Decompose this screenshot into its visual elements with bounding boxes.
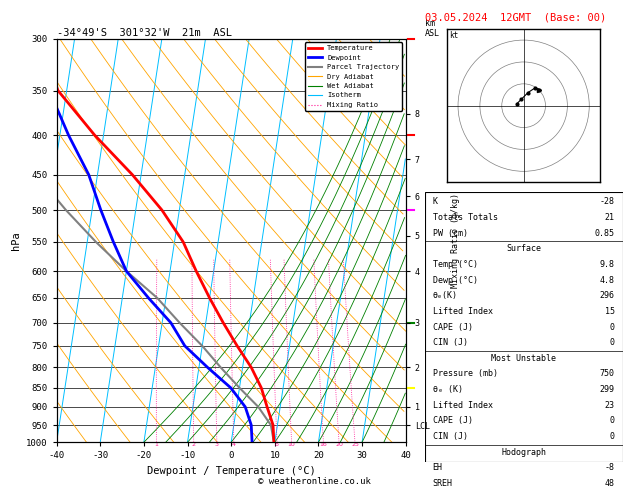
Text: 3: 3 [215, 442, 219, 447]
Text: Lifted Index: Lifted Index [433, 307, 493, 316]
Text: -8: -8 [605, 463, 615, 472]
Text: CAPE (J): CAPE (J) [433, 417, 472, 425]
Text: 750: 750 [600, 369, 615, 379]
Text: 8: 8 [275, 442, 279, 447]
Text: CIN (J): CIN (J) [433, 338, 467, 347]
Text: km
ASL: km ASL [425, 18, 440, 38]
Text: 03.05.2024  12GMT  (Base: 00): 03.05.2024 12GMT (Base: 00) [425, 12, 606, 22]
Text: 10: 10 [287, 442, 296, 447]
Text: K: K [433, 197, 438, 207]
Text: 0.85: 0.85 [595, 228, 615, 238]
Text: 0: 0 [610, 338, 615, 347]
X-axis label: Dewpoint / Temperature (°C): Dewpoint / Temperature (°C) [147, 466, 316, 476]
Text: Dewp (°C): Dewp (°C) [433, 276, 477, 285]
Text: Hodograph: Hodograph [501, 448, 546, 457]
Text: SREH: SREH [433, 479, 452, 486]
Text: 48: 48 [605, 479, 615, 486]
Text: θₑ(K): θₑ(K) [433, 291, 457, 300]
Text: 9.8: 9.8 [600, 260, 615, 269]
Text: 20: 20 [335, 442, 343, 447]
Text: kt: kt [449, 31, 459, 40]
Text: 21: 21 [605, 213, 615, 222]
Y-axis label: hPa: hPa [11, 231, 21, 250]
Text: Mixing Ratio (g/kg): Mixing Ratio (g/kg) [451, 193, 460, 288]
Text: © weatheronline.co.uk: © weatheronline.co.uk [258, 477, 371, 486]
Text: 4.8: 4.8 [600, 276, 615, 285]
Text: Temp (°C): Temp (°C) [433, 260, 477, 269]
Text: Totals Totals: Totals Totals [433, 213, 498, 222]
Legend: Temperature, Dewpoint, Parcel Trajectory, Dry Adiabat, Wet Adiabat, Isotherm, Mi: Temperature, Dewpoint, Parcel Trajectory… [305, 42, 402, 111]
Text: 296: 296 [600, 291, 615, 300]
Text: 1: 1 [155, 442, 159, 447]
Text: 25: 25 [351, 442, 359, 447]
Text: -28: -28 [600, 197, 615, 207]
Text: -34°49'S  301°32'W  21m  ASL: -34°49'S 301°32'W 21m ASL [57, 28, 231, 38]
Text: 16: 16 [320, 442, 327, 447]
Text: 0: 0 [610, 417, 615, 425]
Text: 4: 4 [232, 442, 236, 447]
Text: CAPE (J): CAPE (J) [433, 323, 472, 331]
Text: 23: 23 [605, 401, 615, 410]
Text: 2: 2 [192, 442, 196, 447]
Text: Surface: Surface [506, 244, 541, 253]
Text: 299: 299 [600, 385, 615, 394]
Text: 0: 0 [610, 323, 615, 331]
Text: Most Unstable: Most Unstable [491, 354, 556, 363]
Text: θₑ (K): θₑ (K) [433, 385, 462, 394]
Text: CIN (J): CIN (J) [433, 432, 467, 441]
Text: Lifted Index: Lifted Index [433, 401, 493, 410]
Text: 15: 15 [605, 307, 615, 316]
Text: PW (cm): PW (cm) [433, 228, 467, 238]
Text: Pressure (mb): Pressure (mb) [433, 369, 498, 379]
Text: 0: 0 [610, 432, 615, 441]
Text: EH: EH [433, 463, 442, 472]
